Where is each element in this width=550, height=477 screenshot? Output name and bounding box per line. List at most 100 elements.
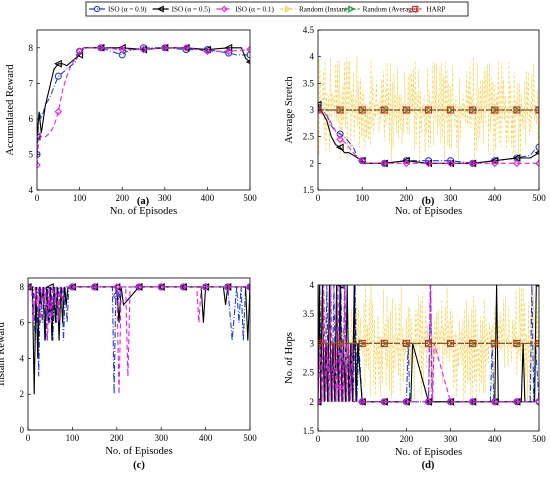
y-tick-label: 4.5 [303,25,315,35]
legend-swatch-marker [93,5,101,13]
series-marker [380,398,389,406]
x-axis-label: No. of Episodes [110,206,177,217]
x-tick-label: 0 [26,433,31,443]
series-marker [513,106,521,114]
y-tick-label: 7 [29,78,34,88]
legend: ISO (α = 0.9) ISO (α = 0.5) ISO (α = 0.1) R… [85,1,469,17]
legend-label: Random (Average) [363,6,418,14]
y-axis-label: Instant Reward [0,321,7,386]
y-tick-label: 6 [29,114,34,124]
series-marker [335,285,344,289]
series-marker [246,283,250,291]
x-tick-label: 400 [201,193,215,203]
series-marker [358,339,366,347]
axes-frame [27,277,251,431]
y-tick-label: 4 [20,353,25,363]
legend-entry: Random (Instant) [280,5,350,14]
y-tick-label: 4 [29,185,34,195]
series-marker [380,106,388,114]
series-line [318,106,539,164]
series-marker [201,283,210,291]
series-marker [535,339,539,347]
data-layer [28,283,250,395]
series-marker [224,47,233,56]
series-marker [468,159,477,168]
x-tick-label: 100 [355,193,369,203]
legend-entry: ISO (α = 0.5) [152,5,211,14]
series-marker [54,59,62,68]
x-axis-label: No. of Episodes [395,206,462,217]
legend-entry: ISO (α = 0.9) [89,6,147,14]
axes-frame [36,29,251,191]
legend-entry: ISO (α = 0.1) [216,5,275,14]
legend-swatch-marker [284,5,292,13]
x-tick-label: 500 [532,193,546,203]
y-tick-label: 8 [29,43,34,53]
legend-swatch-marker [156,5,164,13]
chart-panel: 0 100 200 300 400 500 1.5 2 2.5 3 3.5 4 4.5 No. of Ep… [284,25,546,217]
series-marker [358,156,366,165]
series-marker [513,398,521,406]
series-marker [491,398,499,406]
series-marker [380,339,388,347]
x-axis-label: No. of Episodes [105,446,172,457]
series-marker [513,339,521,347]
axes-frame [317,284,540,432]
y-tick-label: 0 [20,425,25,435]
series-marker [37,161,41,169]
series-marker [46,301,54,309]
series-marker [318,398,322,406]
series-marker [246,45,250,54]
series-marker [182,43,190,52]
y-tick-label: 1.5 [303,185,315,195]
panel-caption: (b) [422,196,435,207]
x-tick-label: 300 [154,433,168,443]
series-line [37,47,250,137]
x-tick-label: 300 [444,193,458,203]
y-axis-label: No. of Hops [284,332,295,384]
series-marker [535,143,539,151]
series-marker [135,283,143,291]
legend-swatch-marker [412,5,419,13]
x-tick-label: 300 [444,434,458,444]
series-marker [75,50,84,59]
chart-panel: 0 100 200 300 400 500 4 5 6 7 8 No. of Episodes Accu… [5,29,257,217]
legend-swatch-marker [348,5,356,13]
series-marker [224,283,232,291]
y-tick-label: 2.5 [303,368,315,378]
series-marker [469,106,477,114]
series-marker [28,283,32,291]
series-marker [224,43,233,52]
legend-box [85,1,469,17]
series-marker [336,383,344,391]
series-marker [512,154,521,162]
y-tick-label: 4 [310,52,315,62]
series-marker [402,156,410,165]
legend-label: HARP [426,6,445,14]
series-marker [358,398,366,406]
y-tick-label: 8 [20,282,25,292]
y-tick-label: 3 [310,105,315,115]
series-marker [161,43,169,52]
series-marker [45,283,54,291]
legend-swatch-marker [220,5,228,13]
series-marker [469,339,477,347]
series-marker [447,106,455,114]
y-tick-label: 2.5 [303,132,315,142]
x-tick-label: 500 [243,193,257,203]
series-marker [336,135,344,144]
legend-label: Random (Instant) [299,6,350,14]
x-tick-label: 100 [66,433,80,443]
x-tick-label: 300 [158,193,172,203]
x-tick-label: 400 [488,193,502,203]
x-tick-label: 400 [199,433,213,443]
series-marker [402,339,410,347]
y-tick-label: 2 [310,158,315,168]
series-marker [37,132,41,141]
x-tick-label: 200 [400,434,414,444]
series-marker [336,106,344,114]
series-line [37,47,250,155]
series-marker [90,283,99,291]
series-marker [513,159,521,168]
